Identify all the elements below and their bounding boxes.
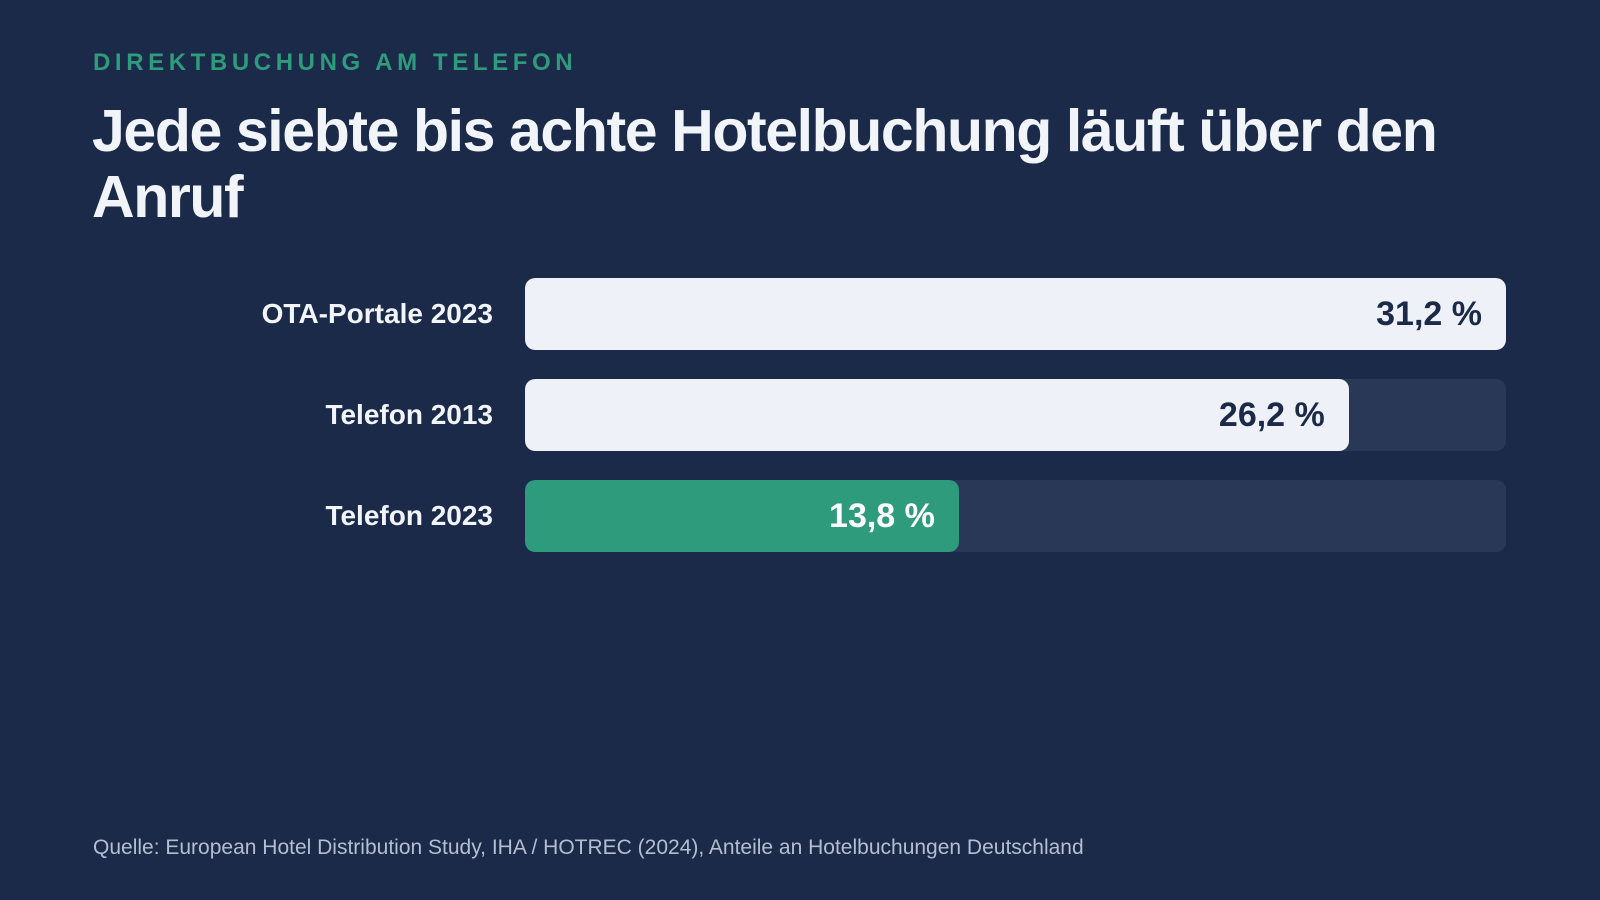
value-label: 26,2 % — [1218, 396, 1325, 434]
bar-track: 26,2 % — [525, 379, 1506, 451]
value-label: 13,8 % — [829, 497, 935, 535]
category-label: Telefon 2013 — [325, 399, 493, 430]
bar-row: OTA-Portale 2023 31,2 % — [0, 278, 1600, 350]
category-label: Telefon 2023 — [325, 500, 493, 531]
eyebrow-label: DIREKTBUCHUNG AM TELEFON — [93, 49, 578, 76]
bar-track: 31,2 % — [525, 278, 1506, 350]
bar: 31,2 % — [525, 278, 1506, 350]
bar: 13,8 % — [525, 480, 959, 552]
bar-row: Telefon 2023 13,8 % — [0, 480, 1600, 552]
bar: 26,2 % — [525, 379, 1349, 451]
bar-track: 13,8 % — [525, 480, 1506, 552]
value-label: 31,2 % — [1376, 295, 1482, 333]
chart-title: Jede siebte bis achte Hotelbuchung läuft… — [92, 98, 1438, 230]
bar-row: Telefon 2013 26,2 % — [0, 379, 1600, 451]
category-label: OTA-Portale 2023 — [261, 298, 493, 329]
source-note: Quelle: European Hotel Distribution Stud… — [93, 836, 1084, 859]
